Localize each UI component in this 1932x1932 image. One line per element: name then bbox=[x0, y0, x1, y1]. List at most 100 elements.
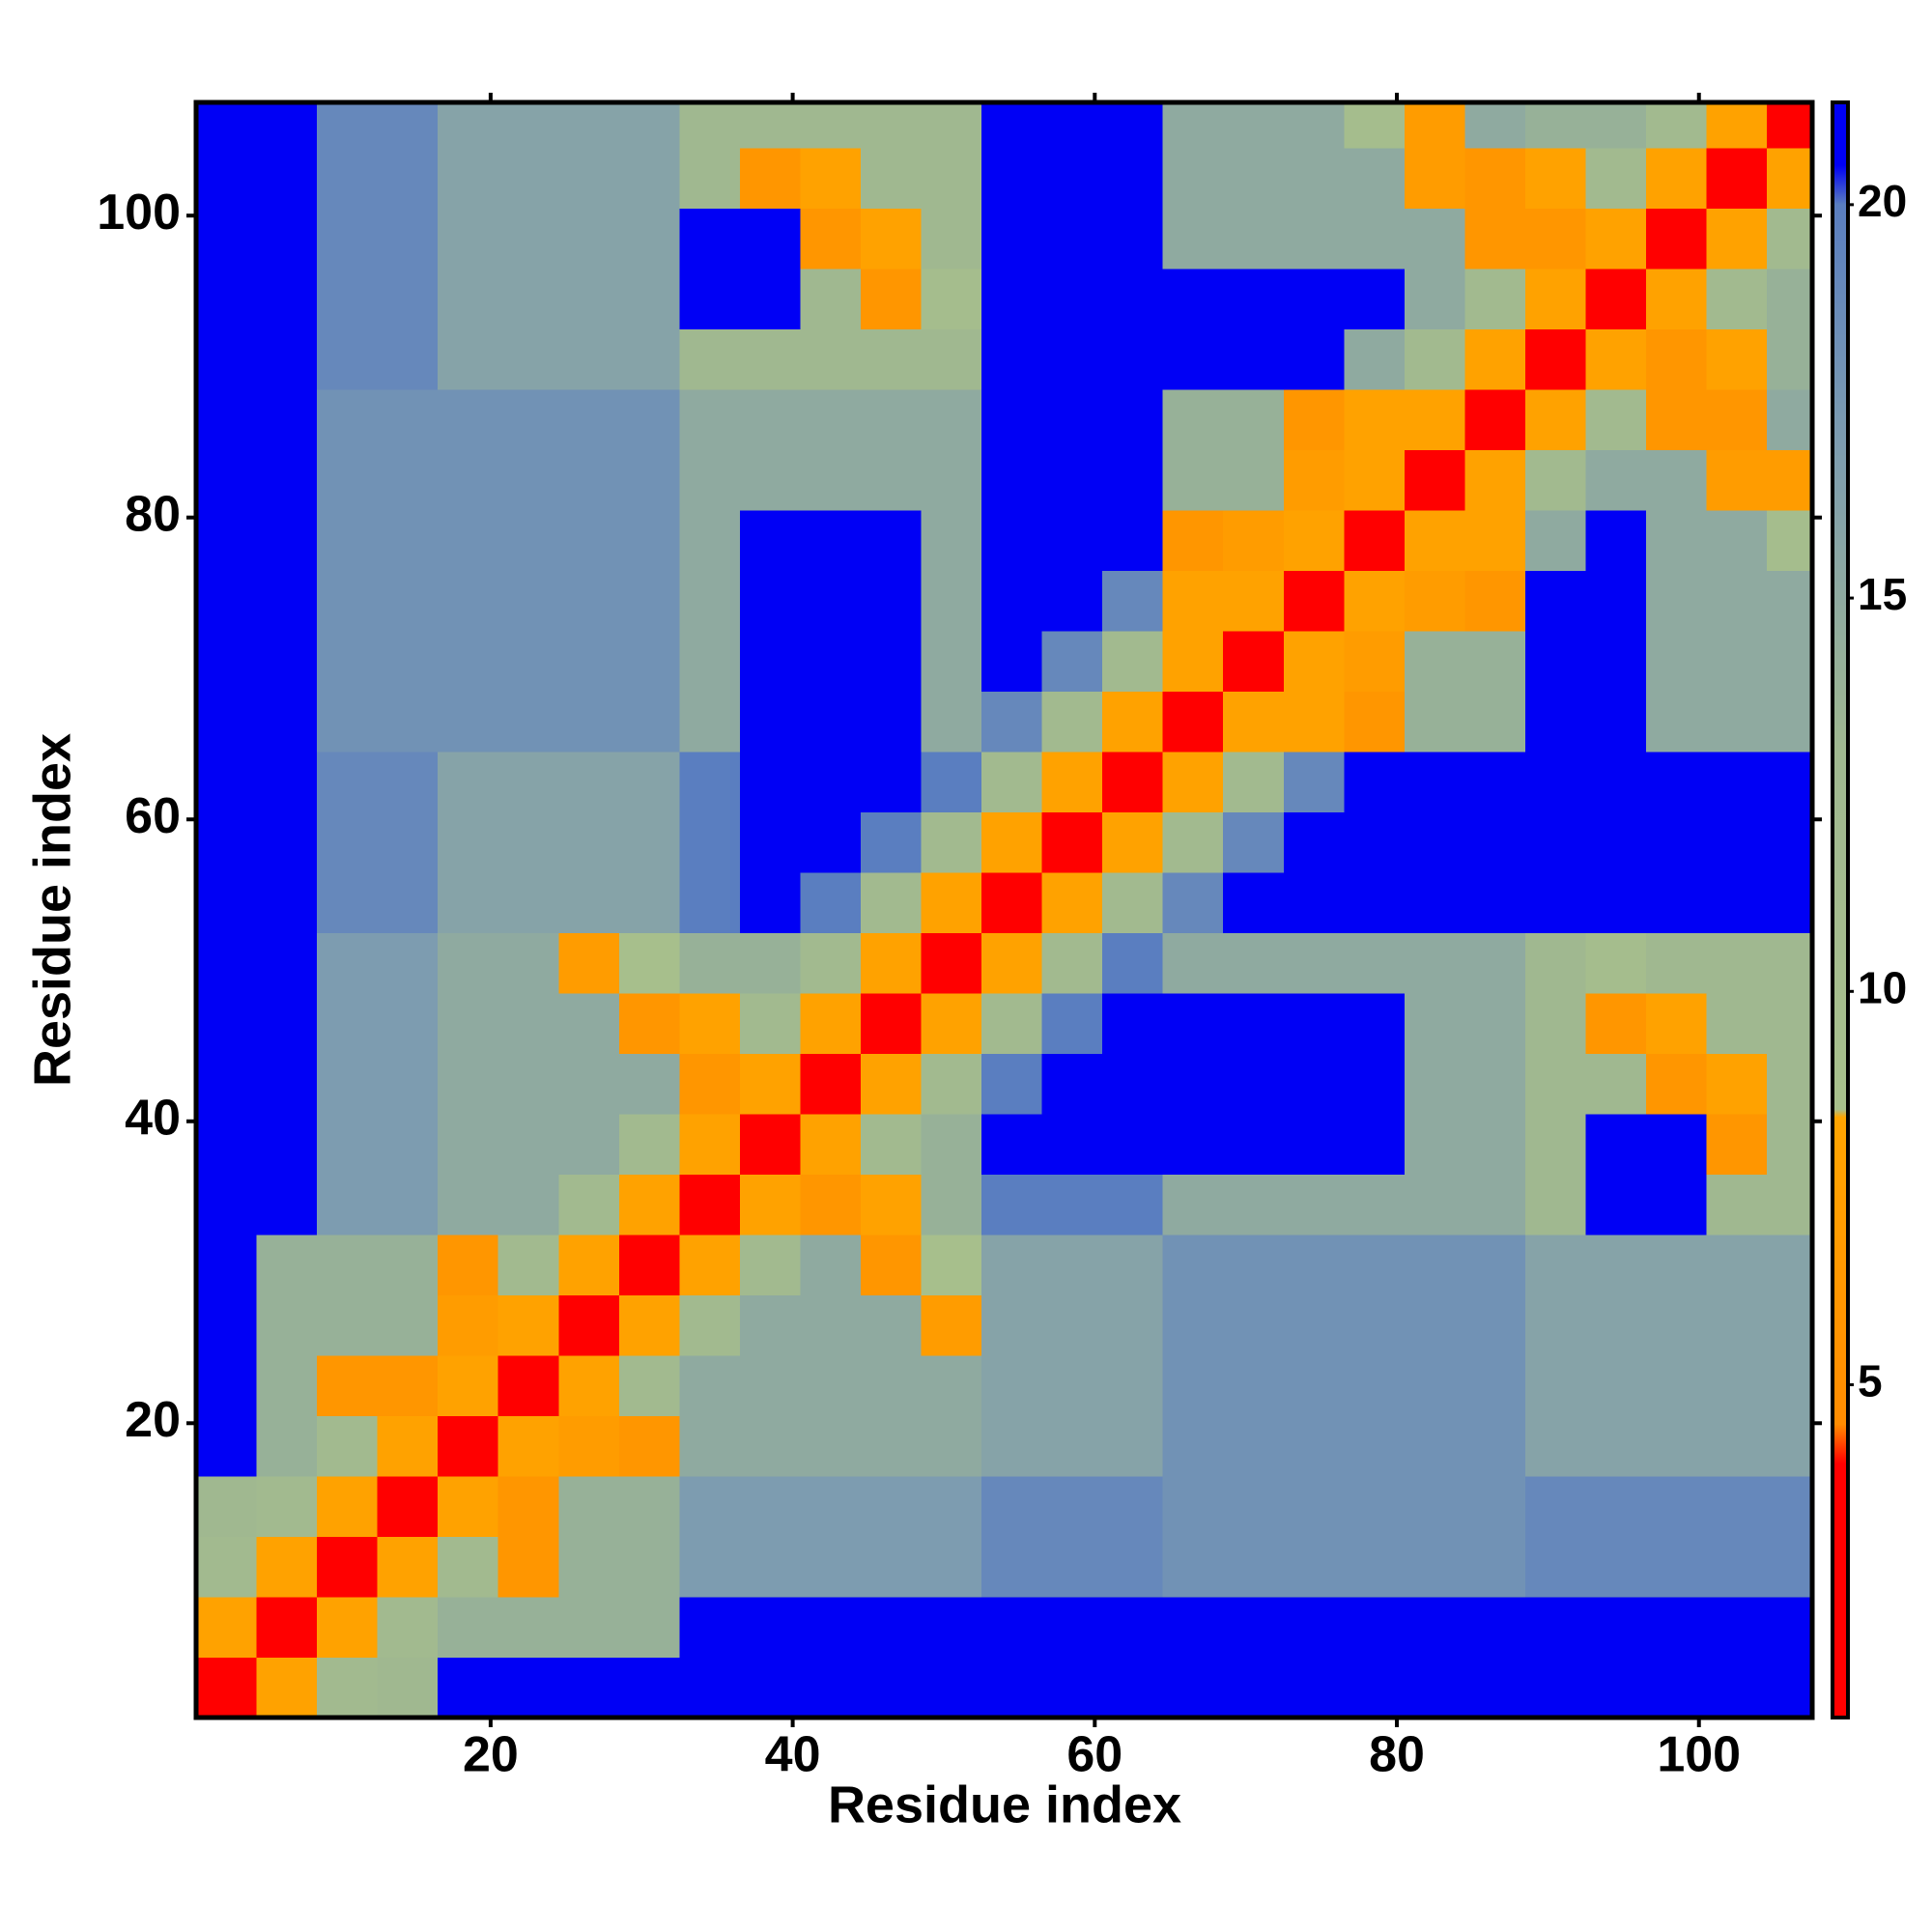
heatmap-cell bbox=[1524, 1294, 1587, 1356]
heatmap-cell bbox=[1102, 147, 1164, 209]
heatmap-cell bbox=[679, 1596, 741, 1659]
heatmap-cell bbox=[1041, 691, 1103, 753]
heatmap-cell bbox=[860, 1536, 923, 1598]
heatmap-cell bbox=[1223, 992, 1285, 1055]
heatmap-cell bbox=[438, 1294, 499, 1356]
heatmap-cell bbox=[1404, 630, 1465, 693]
heatmap-cell bbox=[1464, 328, 1526, 390]
heatmap-cell bbox=[800, 811, 862, 873]
plot-frame bbox=[193, 99, 1815, 1720]
heatmap-cell bbox=[377, 1475, 439, 1538]
heatmap-cell bbox=[981, 630, 1043, 693]
heatmap-cell bbox=[438, 1475, 499, 1538]
heatmap-cell bbox=[1041, 449, 1103, 511]
heatmap-cell bbox=[921, 1475, 982, 1538]
heatmap-cell bbox=[739, 208, 802, 270]
heatmap-cell bbox=[860, 1113, 923, 1176]
heatmap-cell bbox=[438, 1113, 499, 1176]
heatmap-cell bbox=[860, 932, 923, 994]
heatmap-cell bbox=[558, 691, 620, 753]
heatmap-cell bbox=[618, 751, 680, 813]
heatmap-cell bbox=[981, 1294, 1043, 1356]
heatmap-cell bbox=[739, 1053, 802, 1115]
heatmap-cell bbox=[497, 811, 559, 873]
heatmap-cell bbox=[438, 932, 499, 994]
heatmap-cell bbox=[921, 1354, 982, 1417]
heatmap-cell bbox=[1162, 992, 1224, 1055]
heatmap-cell bbox=[1524, 328, 1587, 390]
heatmap-cell bbox=[860, 328, 923, 390]
heatmap-cell bbox=[377, 811, 439, 873]
heatmap-cell bbox=[377, 1536, 439, 1598]
heatmap-cell bbox=[1706, 1536, 1768, 1598]
heatmap-cell bbox=[497, 1415, 559, 1477]
heatmap-cell bbox=[1102, 1536, 1164, 1598]
heatmap-cell bbox=[1041, 1294, 1103, 1356]
heatmap-cell bbox=[196, 691, 258, 753]
heatmap-cell bbox=[256, 630, 318, 693]
heatmap-cell bbox=[377, 570, 439, 632]
heatmap-cell bbox=[377, 691, 439, 753]
heatmap-cell bbox=[1585, 1536, 1647, 1598]
heatmap-cell bbox=[1223, 932, 1285, 994]
heatmap-cell bbox=[1646, 691, 1708, 753]
heatmap-cell bbox=[679, 1053, 741, 1115]
heatmap-cell bbox=[800, 1596, 862, 1659]
heatmap-cell bbox=[1162, 1657, 1224, 1719]
heatmap-cell bbox=[739, 1294, 802, 1356]
heatmap-cell bbox=[800, 388, 862, 451]
heatmap-cell bbox=[558, 147, 620, 209]
heatmap-cell bbox=[377, 388, 439, 451]
heatmap-cell bbox=[1464, 691, 1526, 753]
heatmap-cell bbox=[1102, 1354, 1164, 1417]
heatmap-cell bbox=[1524, 449, 1587, 511]
heatmap-cell bbox=[438, 328, 499, 390]
heatmap-cell bbox=[618, 1174, 680, 1236]
heatmap-cell bbox=[1767, 871, 1813, 934]
heatmap-cell bbox=[1404, 1475, 1465, 1538]
heatmap-cell bbox=[196, 1475, 258, 1538]
heatmap-cell bbox=[921, 1053, 982, 1115]
heatmap-cell bbox=[1344, 1234, 1406, 1296]
heatmap-cell bbox=[1646, 1354, 1708, 1417]
heatmap-cell bbox=[800, 1234, 862, 1296]
heatmap-cell bbox=[1223, 1174, 1285, 1236]
heatmap-cell bbox=[1767, 1415, 1813, 1477]
heatmap-cell bbox=[1283, 1354, 1345, 1417]
heatmap-cell bbox=[1585, 1234, 1647, 1296]
heatmap-cell bbox=[1283, 509, 1345, 572]
heatmap-cell bbox=[256, 1354, 318, 1417]
heatmap-cell bbox=[1464, 992, 1526, 1055]
heatmap-cell bbox=[800, 1354, 862, 1417]
heatmap-cell bbox=[1767, 102, 1813, 149]
heatmap-cell bbox=[196, 992, 258, 1055]
heatmap-cell bbox=[1404, 268, 1465, 329]
heatmap-cell bbox=[679, 811, 741, 873]
heatmap-cell bbox=[558, 570, 620, 632]
heatmap-cell bbox=[1464, 1536, 1526, 1598]
heatmap-cell bbox=[800, 1113, 862, 1176]
heatmap-cell bbox=[1041, 147, 1103, 209]
heatmap-cell bbox=[1041, 1174, 1103, 1236]
heatmap-cell bbox=[377, 992, 439, 1055]
heatmap-cell bbox=[1464, 1174, 1526, 1236]
heatmap-cell bbox=[438, 871, 499, 934]
heatmap-cell bbox=[1524, 1415, 1587, 1477]
heatmap-cell bbox=[1585, 1475, 1647, 1538]
heatmap-cell bbox=[438, 1657, 499, 1719]
heatmap-cell bbox=[1646, 268, 1708, 329]
heatmap-cell bbox=[1646, 871, 1708, 934]
heatmap-cell bbox=[1524, 208, 1587, 270]
heatmap-cell bbox=[618, 1596, 680, 1659]
heatmap-cell bbox=[1524, 147, 1587, 209]
heatmap-cell bbox=[679, 388, 741, 451]
heatmap-cell bbox=[1646, 992, 1708, 1055]
heatmap-cell bbox=[981, 1113, 1043, 1176]
heatmap-cell bbox=[558, 1113, 620, 1176]
heatmap-cell bbox=[860, 1053, 923, 1115]
heatmap-cell bbox=[1162, 871, 1224, 934]
heatmap-cell bbox=[860, 570, 923, 632]
heatmap-cell bbox=[497, 751, 559, 813]
heatmap-cell bbox=[679, 1475, 741, 1538]
heatmap-cell bbox=[800, 871, 862, 934]
